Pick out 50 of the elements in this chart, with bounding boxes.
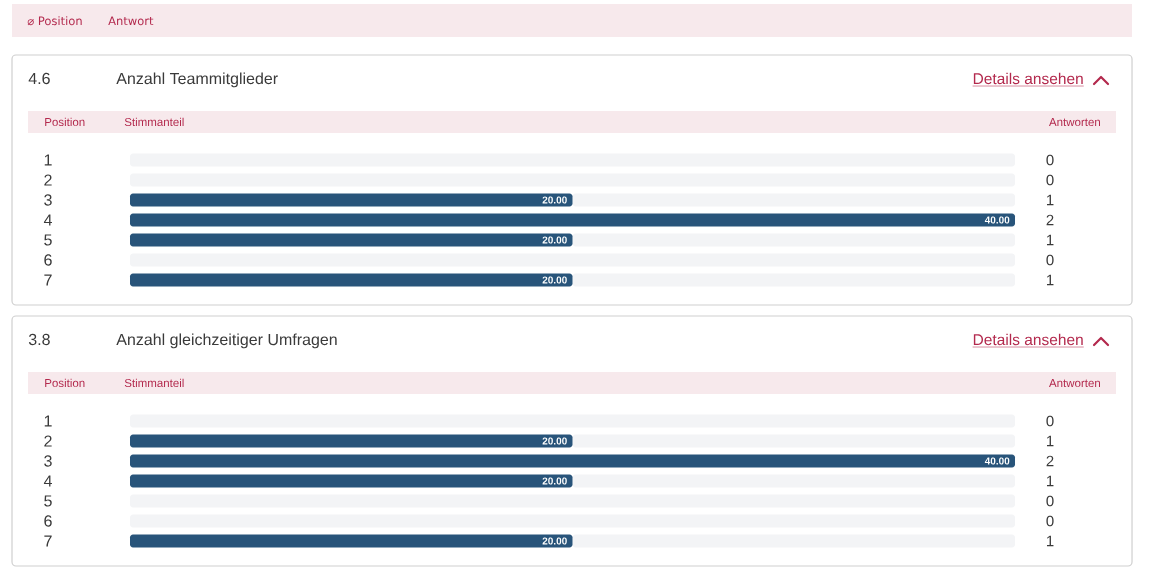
x-axis-title: Stimmanteil bbox=[124, 378, 184, 388]
text: Details ansehen bbox=[973, 72, 1083, 85]
chart-title: Anzahl Teammitglieder bbox=[116, 72, 278, 88]
y2-tick-label: 0 bbox=[1046, 495, 1054, 507]
y2-axis-title: Antworten bbox=[1048, 118, 1100, 127]
y-tick-label: 1 bbox=[44, 415, 52, 427]
y-tick-label: 4 bbox=[43, 214, 52, 226]
y2-tick-label: 1 bbox=[1046, 535, 1054, 547]
data-label: 20.00 bbox=[542, 477, 567, 485]
y-tick-label: 4 bbox=[43, 475, 52, 487]
y2-tick-label: 0 bbox=[1046, 154, 1054, 166]
y2-axis-title: Antworten bbox=[1048, 379, 1100, 388]
y-tick-label: 7 bbox=[44, 535, 52, 547]
y2-tick-label: 1 bbox=[1046, 475, 1054, 487]
y2-tick-label: 1 bbox=[1046, 435, 1054, 447]
y-tick-label: 2 bbox=[44, 435, 52, 447]
y2-tick-label: 2 bbox=[1046, 214, 1054, 226]
data-label: 40.00 bbox=[984, 457, 1010, 465]
y-axis-title: Position bbox=[45, 378, 85, 388]
y-tick-label: 5 bbox=[44, 495, 52, 507]
y2-tick-label: 0 bbox=[1046, 415, 1054, 427]
text: 3.8 bbox=[28, 333, 50, 346]
y2-tick-label: 2 bbox=[1046, 455, 1054, 467]
y-tick-label: 7 bbox=[44, 274, 52, 286]
data-label: 20.00 bbox=[542, 437, 567, 445]
y-tick-label: 1 bbox=[44, 154, 52, 166]
y2-tick-label: 1 bbox=[1046, 274, 1054, 286]
y2-tick-label: 1 bbox=[1046, 194, 1054, 206]
text: 4.6 bbox=[28, 72, 50, 85]
y-tick-label: 2 bbox=[44, 174, 52, 186]
y-tick-label: 3 bbox=[44, 194, 52, 206]
y2-tick-label: 1 bbox=[1046, 234, 1054, 246]
chart-title: Anzahl gleichzeitiger Umfragen bbox=[116, 333, 337, 349]
y-tick-label: 5 bbox=[44, 234, 52, 246]
y-tick-label: 3 bbox=[44, 455, 52, 467]
y-tick-label: 6 bbox=[44, 515, 52, 527]
data-label: 20.00 bbox=[542, 537, 567, 545]
data-label: 20.00 bbox=[542, 276, 567, 284]
data-label: 20.00 bbox=[542, 196, 567, 204]
y-axis-title: Position bbox=[45, 117, 85, 127]
y2-tick-label: 0 bbox=[1046, 174, 1054, 186]
data-label: 40.00 bbox=[984, 216, 1010, 224]
y2-tick-label: 0 bbox=[1046, 515, 1054, 527]
text: ⌀ Position bbox=[27, 16, 82, 26]
y-tick-label: 6 bbox=[44, 254, 52, 266]
x-axis-title: Stimmanteil bbox=[124, 117, 184, 127]
text: Details ansehen bbox=[973, 333, 1083, 346]
text: Antwort bbox=[108, 16, 154, 26]
data-label: 20.00 bbox=[542, 236, 567, 244]
y2-tick-label: 0 bbox=[1046, 254, 1054, 266]
